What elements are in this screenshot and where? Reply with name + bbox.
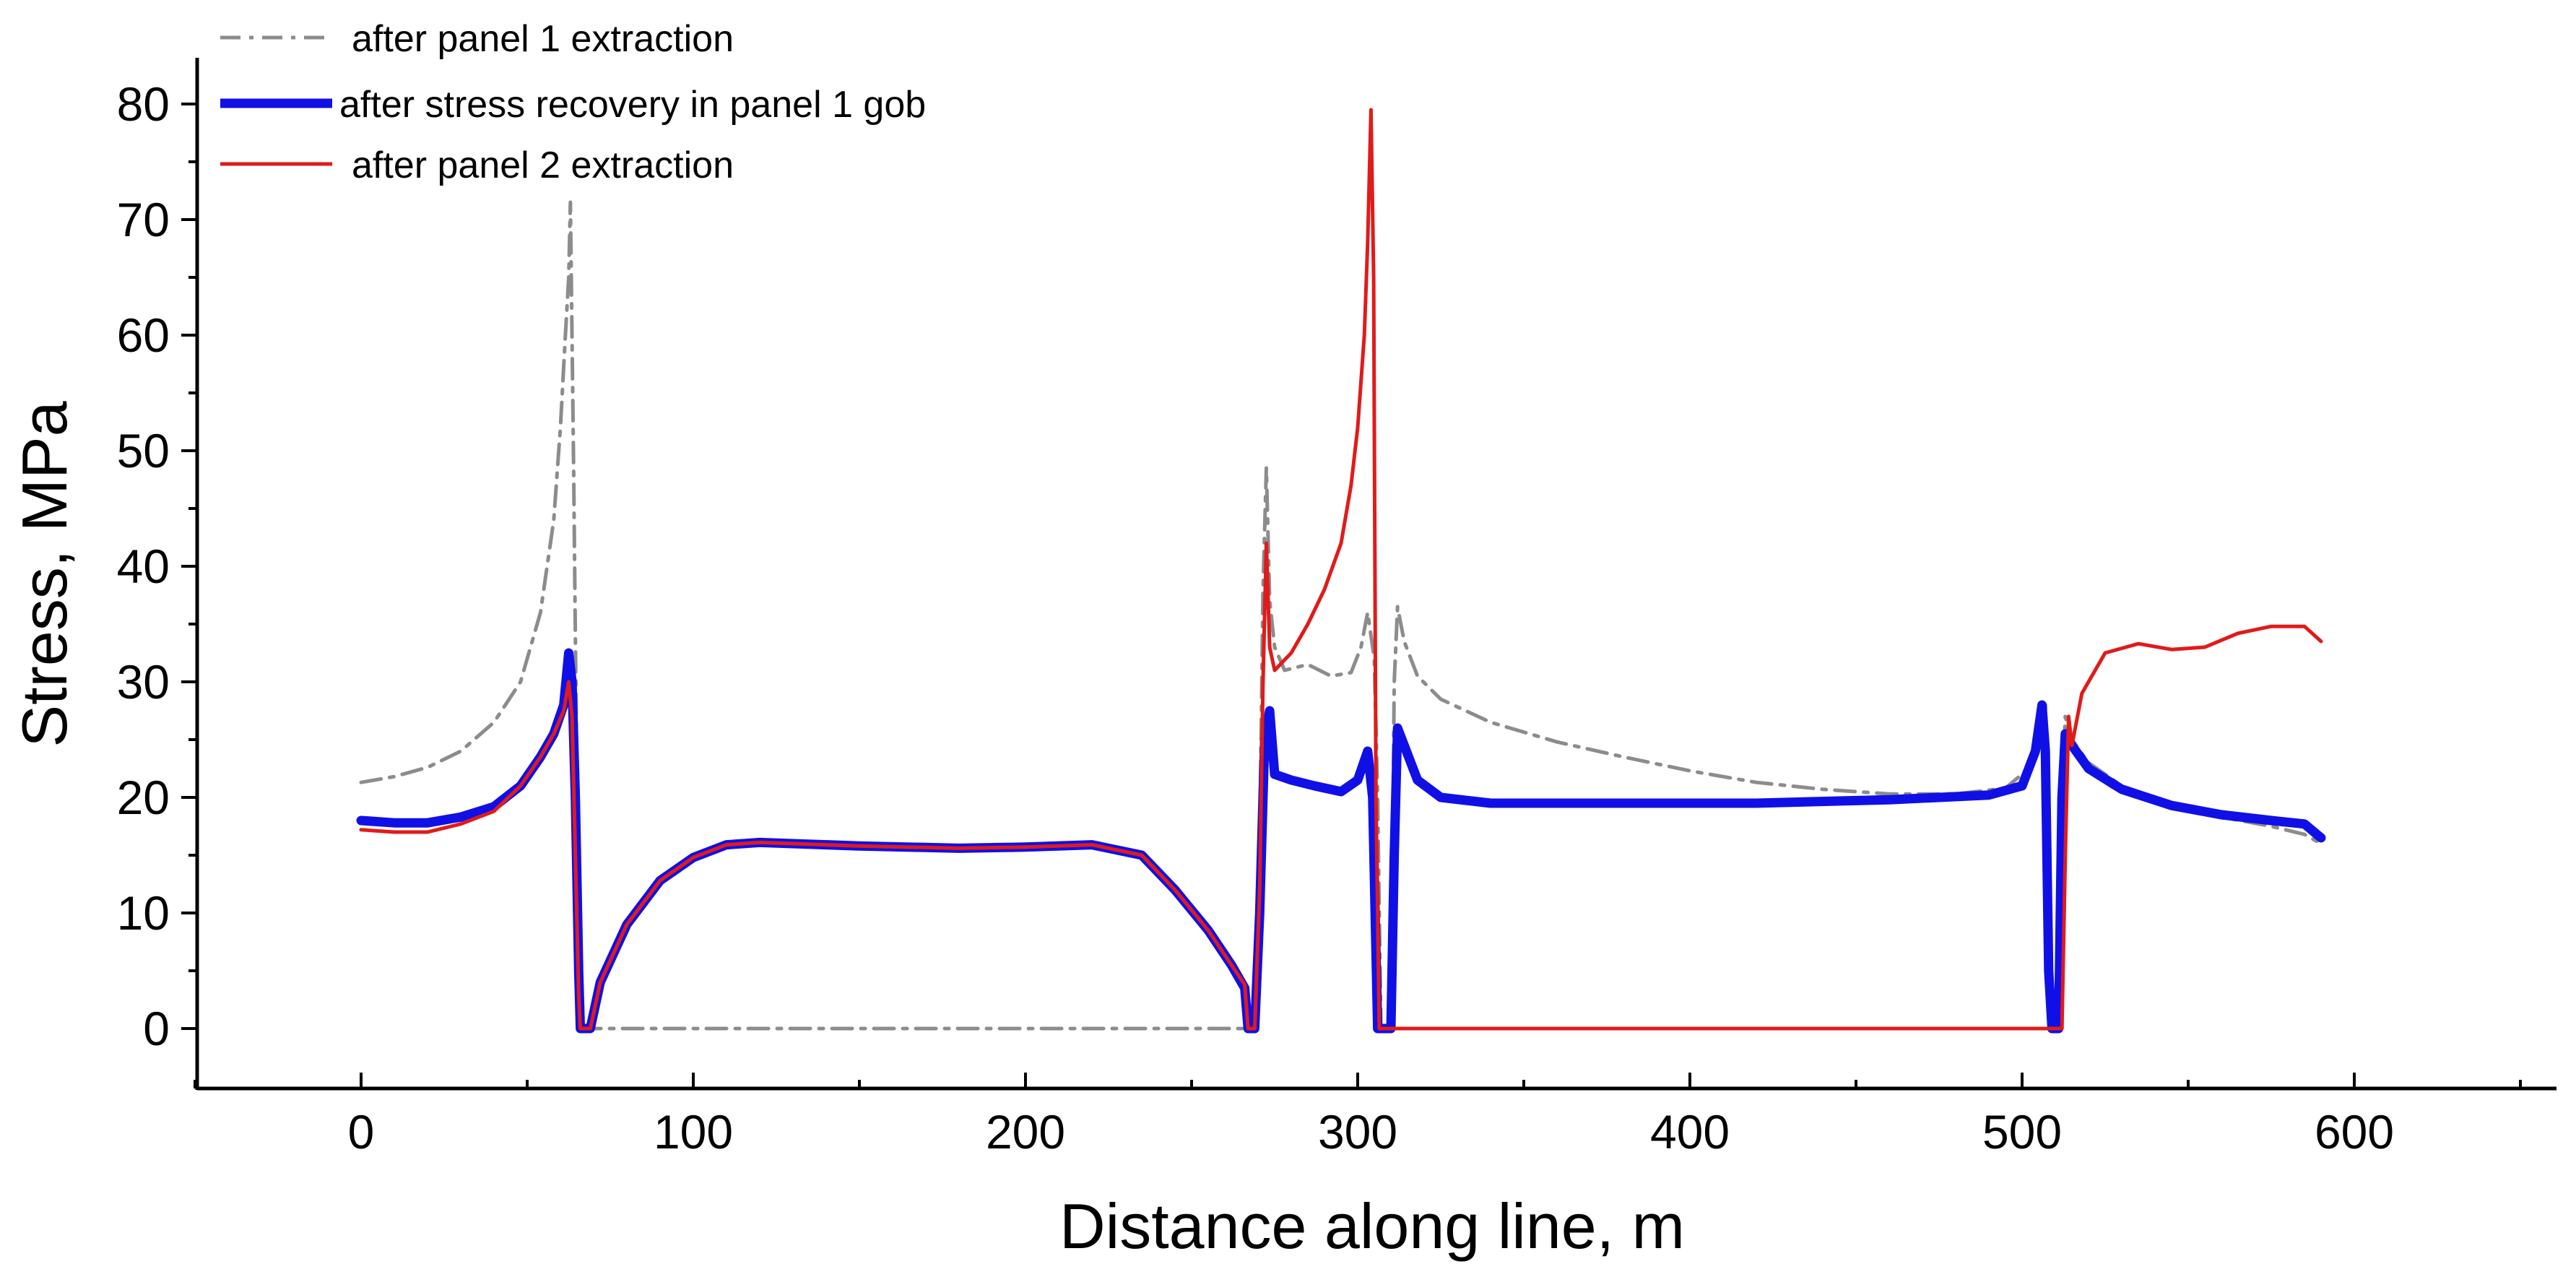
x-axis-title: Distance along line, m bbox=[1059, 1190, 1685, 1262]
y-tick-label: 30 bbox=[117, 655, 170, 709]
x-tick-label: 200 bbox=[986, 1105, 1065, 1159]
legend-label-panel1: after panel 1 extraction bbox=[352, 18, 734, 60]
x-axis-ticks: 0 100 200 300 400 500 600 bbox=[194, 1073, 2522, 1159]
x-tick-label: 600 bbox=[2315, 1105, 2394, 1159]
x-tick-label: 400 bbox=[1650, 1105, 1730, 1159]
axes bbox=[195, 58, 2557, 1091]
x-tick-label: 0 bbox=[348, 1105, 375, 1159]
y-tick-label: 20 bbox=[117, 771, 170, 824]
y-tick-label: 10 bbox=[117, 886, 170, 940]
legend: after panel 1 extraction after stress re… bbox=[220, 18, 926, 186]
y-axis-ticks: 0 10 20 30 40 50 60 70 80 bbox=[117, 77, 197, 1055]
y-tick-label: 60 bbox=[117, 308, 170, 362]
y-tick-label: 40 bbox=[117, 540, 170, 593]
legend-label-recovery: after stress recovery in panel 1 gob bbox=[339, 84, 926, 126]
x-tick-label: 300 bbox=[1318, 1105, 1397, 1159]
y-tick-label: 0 bbox=[143, 1002, 170, 1055]
legend-label-panel2: after panel 2 extraction bbox=[352, 144, 734, 186]
y-tick-label: 70 bbox=[117, 193, 170, 246]
y-tick-label: 80 bbox=[117, 77, 170, 131]
y-tick-label: 50 bbox=[117, 424, 170, 477]
series-line-after-panel-2-extraction bbox=[359, 108, 2323, 1031]
series-group bbox=[356, 108, 2326, 1034]
x-tick-label: 500 bbox=[1982, 1105, 2062, 1159]
y-axis-title: Stress, MPa bbox=[9, 401, 80, 747]
x-tick-label: 100 bbox=[654, 1105, 733, 1159]
